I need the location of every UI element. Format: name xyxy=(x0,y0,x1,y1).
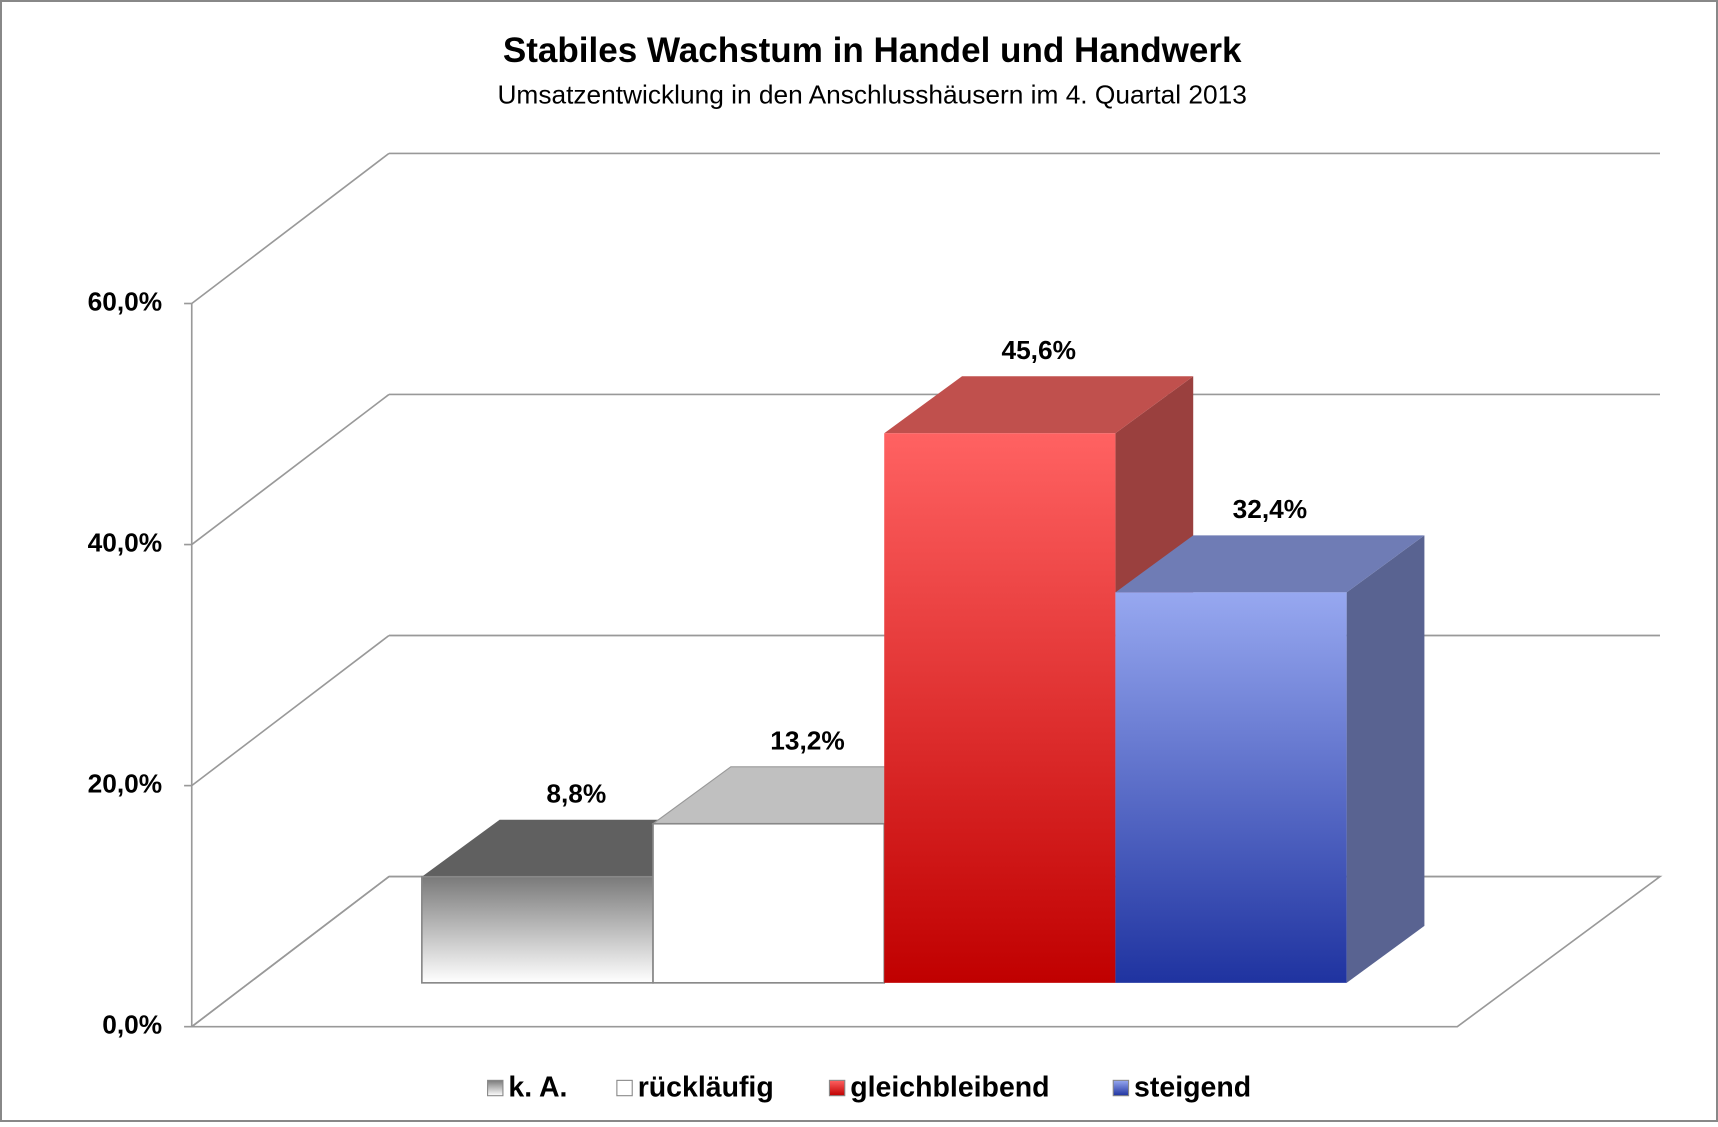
bar-top xyxy=(1115,535,1425,593)
bar xyxy=(1115,592,1347,983)
grid-line xyxy=(191,393,390,546)
legend-label: k. A. xyxy=(508,1072,567,1104)
y-tick-label: 60,0% xyxy=(88,286,163,316)
bar xyxy=(421,875,654,984)
chart-subtitle: Umsatzentwicklung in den Anschlusshäuser… xyxy=(497,79,1246,109)
y-tick-label: 0,0% xyxy=(102,1010,162,1040)
value-label: 32,4% xyxy=(1233,494,1308,524)
grid-line xyxy=(191,875,390,1028)
y-tick-label: 20,0% xyxy=(88,769,163,799)
bar xyxy=(652,822,886,984)
legend-swatch xyxy=(1112,1079,1130,1097)
legend-swatch xyxy=(616,1079,633,1097)
legend-label: gleichbleibend xyxy=(850,1072,1049,1104)
legend-label: steigend xyxy=(1134,1072,1251,1104)
value-label: 8,8% xyxy=(546,779,606,809)
legend-label: rückläufig xyxy=(638,1072,774,1104)
grid-line xyxy=(191,634,390,787)
value-label: 45,6% xyxy=(1001,335,1076,365)
legend-swatch xyxy=(828,1079,846,1097)
grid-line xyxy=(191,152,390,305)
bar-top xyxy=(884,376,1194,434)
legend-swatch xyxy=(487,1079,504,1097)
bar-side xyxy=(1346,535,1425,983)
bar xyxy=(884,433,1116,983)
chart-title: Stabiles Wachstum in Handel und Handwerk xyxy=(503,31,1242,70)
y-tick-label: 40,0% xyxy=(88,528,163,558)
value-label: 13,2% xyxy=(770,726,845,756)
